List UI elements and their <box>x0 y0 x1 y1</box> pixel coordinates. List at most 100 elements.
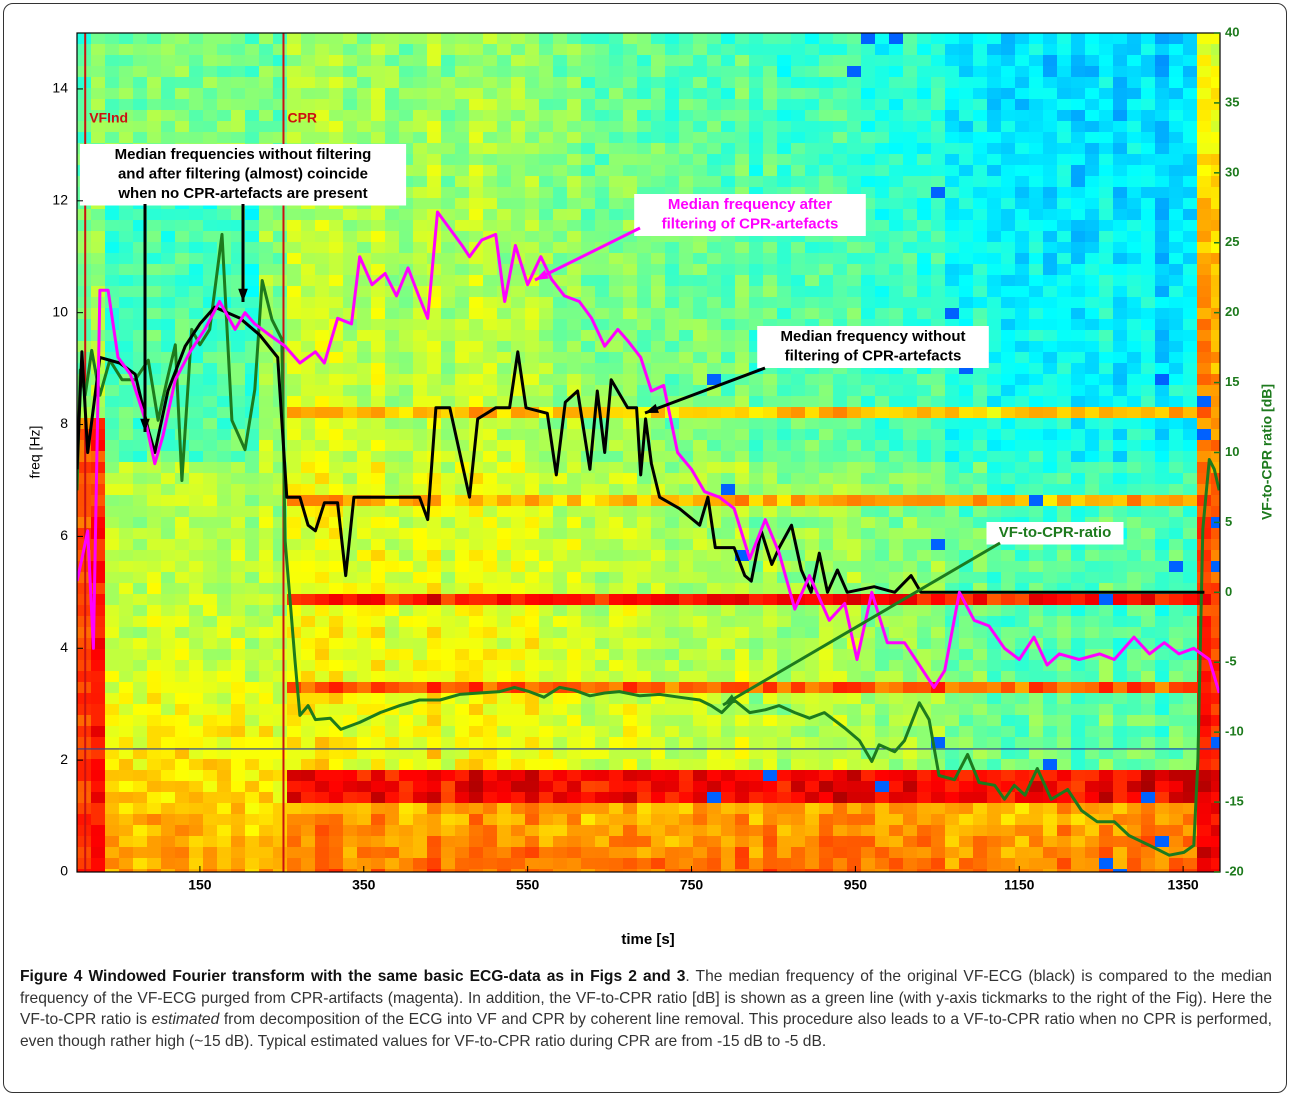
spectrogram-cell <box>847 462 861 473</box>
spectrogram-cell <box>847 297 861 308</box>
spectrogram-cell <box>455 528 469 539</box>
spectrogram-cell <box>595 550 609 561</box>
spectrogram-cell <box>819 748 833 759</box>
spectrogram-cell <box>245 583 259 594</box>
spectrogram-cell <box>105 825 119 836</box>
spectrogram-cell <box>777 407 791 418</box>
spectrogram-cell <box>343 132 357 143</box>
spectrogram-cell <box>567 44 581 55</box>
spectrogram-cell <box>805 88 819 99</box>
spectrogram-cell <box>427 33 441 44</box>
spectrogram-cell <box>553 781 567 792</box>
spectrogram-cell <box>637 308 651 319</box>
spectrogram-cell <box>917 473 931 484</box>
spectrogram-cell <box>903 770 917 781</box>
spectrogram-cell <box>875 473 889 484</box>
spectrogram-cell <box>371 594 385 605</box>
spectrogram-cell <box>427 561 441 572</box>
spectrogram-cell <box>595 55 609 66</box>
spectrogram-cell <box>623 550 637 561</box>
spectrogram-cell <box>889 561 903 572</box>
spectrogram-cell <box>511 583 525 594</box>
spectrogram-cell <box>217 638 231 649</box>
spectrogram-cell <box>441 451 455 462</box>
spectrogram-cell <box>315 429 329 440</box>
spectrogram-cell <box>455 594 469 605</box>
spectrogram-cell <box>217 539 231 550</box>
spectrogram-cell <box>539 704 553 715</box>
spectrogram-cell <box>847 440 861 451</box>
spectrogram-cell <box>679 110 693 121</box>
spectrogram-cell <box>119 847 133 858</box>
spectrogram-cell <box>693 737 707 748</box>
spectrogram-cell <box>917 209 931 220</box>
spectrogram-cell <box>133 506 147 517</box>
spectrogram-cell <box>343 759 357 770</box>
spectrogram-cell <box>889 440 903 451</box>
spectrogram-cell <box>595 77 609 88</box>
spectrogram-cell <box>315 297 329 308</box>
spectrogram-cell <box>147 495 161 506</box>
spectrogram-cell <box>889 517 903 528</box>
spectrogram-cell <box>651 55 665 66</box>
spectrogram-cell <box>805 638 819 649</box>
spectrogram-cell <box>343 627 357 638</box>
spectrogram-cell <box>371 231 385 242</box>
spectrogram-cell <box>847 165 861 176</box>
spectrogram-cell <box>315 770 329 781</box>
spectrogram-cell <box>161 605 175 616</box>
spectrogram-cell <box>245 418 259 429</box>
spectrogram-cell <box>665 792 679 803</box>
spectrogram-cell <box>525 462 539 473</box>
spectrogram-cell <box>119 682 133 693</box>
spectrogram-cell <box>259 693 273 704</box>
spectrogram-cell <box>651 264 665 275</box>
spectrogram-cell <box>973 165 987 176</box>
spectrogram-cell <box>553 132 567 143</box>
spectrogram-cell <box>665 253 679 264</box>
spectrogram-cell <box>903 132 917 143</box>
spectrogram-cell <box>959 660 973 671</box>
spectrogram-cell <box>497 44 511 55</box>
spectrogram-cell <box>357 55 371 66</box>
spectrogram-cell <box>119 297 133 308</box>
spectrogram-cell <box>903 253 917 264</box>
spectrogram-cell <box>553 770 567 781</box>
spectrogram-cell <box>217 396 231 407</box>
spectrogram-cell <box>749 451 763 462</box>
spectrogram-cell <box>917 396 931 407</box>
spectrogram-cell <box>357 726 371 737</box>
spectrogram-cell <box>721 649 735 660</box>
spectrogram-cell <box>455 561 469 572</box>
spectrogram-cell <box>637 484 651 495</box>
spectrogram-cell <box>903 803 917 814</box>
spectrogram-cell <box>763 869 777 880</box>
spectrogram-cell <box>175 209 189 220</box>
spectrogram-cell <box>427 836 441 847</box>
spectrogram-cell <box>287 66 301 77</box>
spectrogram-cell <box>161 506 175 517</box>
spectrogram-cell <box>749 869 763 880</box>
spectrogram-cell <box>595 792 609 803</box>
spectrogram-cell <box>931 462 945 473</box>
spectrogram-cell <box>567 209 581 220</box>
spectrogram-cell <box>399 66 413 77</box>
spectrogram-cell <box>609 627 623 638</box>
spectrogram-cell <box>637 616 651 627</box>
spectrogram-cell <box>791 418 805 429</box>
spectrogram-cell <box>777 759 791 770</box>
spectrogram-cell <box>455 363 469 374</box>
spectrogram-cell <box>273 682 287 693</box>
spectrogram-cell <box>805 671 819 682</box>
spectrogram-cell <box>637 847 651 858</box>
spectrogram-cell <box>763 770 777 781</box>
spectrogram-cell <box>329 814 343 825</box>
spectrogram-cell <box>875 594 889 605</box>
spectrogram-cell <box>721 616 735 627</box>
spectrogram-cell <box>567 242 581 253</box>
spectrogram-cell <box>721 759 735 770</box>
spectrogram-cell <box>469 132 483 143</box>
spectrogram-cell <box>357 484 371 495</box>
spectrogram-cell <box>427 638 441 649</box>
spectrogram-cell <box>707 847 721 858</box>
